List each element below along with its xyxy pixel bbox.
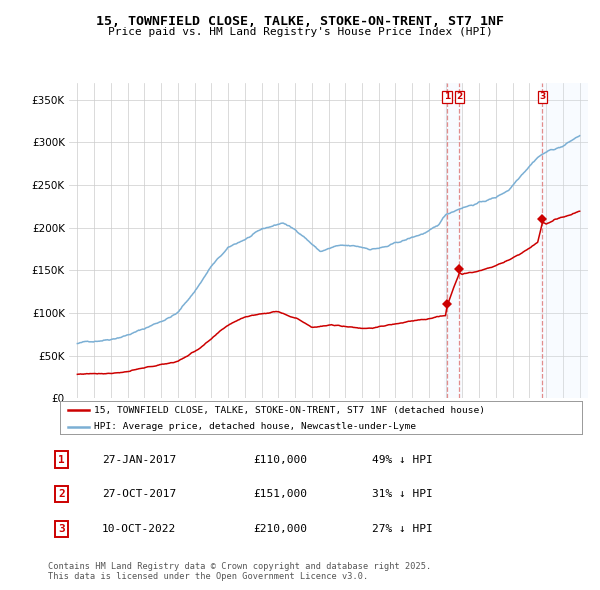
- Text: Contains HM Land Registry data © Crown copyright and database right 2025.
This d: Contains HM Land Registry data © Crown c…: [48, 562, 431, 581]
- Text: 15, TOWNFIELD CLOSE, TALKE, STOKE-ON-TRENT, ST7 1NF (detached house): 15, TOWNFIELD CLOSE, TALKE, STOKE-ON-TRE…: [94, 406, 485, 415]
- Text: Price paid vs. HM Land Registry's House Price Index (HPI): Price paid vs. HM Land Registry's House …: [107, 27, 493, 37]
- Bar: [540, 83, 588, 398]
- Text: 2: 2: [58, 489, 65, 499]
- Bar: [445, 83, 462, 398]
- Text: 27-JAN-2017: 27-JAN-2017: [102, 455, 176, 464]
- Text: 15, TOWNFIELD CLOSE, TALKE, STOKE-ON-TRENT, ST7 1NF: 15, TOWNFIELD CLOSE, TALKE, STOKE-ON-TRE…: [96, 15, 504, 28]
- Text: 1: 1: [444, 92, 450, 101]
- Text: £151,000: £151,000: [253, 489, 307, 499]
- Text: 31% ↓ HPI: 31% ↓ HPI: [372, 489, 433, 499]
- Text: 27-OCT-2017: 27-OCT-2017: [102, 489, 176, 499]
- Text: HPI: Average price, detached house, Newcastle-under-Lyme: HPI: Average price, detached house, Newc…: [94, 422, 416, 431]
- Text: £110,000: £110,000: [253, 455, 307, 464]
- Text: 3: 3: [539, 92, 545, 101]
- Text: 27% ↓ HPI: 27% ↓ HPI: [372, 524, 433, 533]
- Text: 3: 3: [58, 524, 65, 533]
- Text: £210,000: £210,000: [253, 524, 307, 533]
- Text: 49% ↓ HPI: 49% ↓ HPI: [372, 455, 433, 464]
- Text: 10-OCT-2022: 10-OCT-2022: [102, 524, 176, 533]
- Text: 2: 2: [456, 92, 463, 101]
- Text: 1: 1: [58, 455, 65, 464]
